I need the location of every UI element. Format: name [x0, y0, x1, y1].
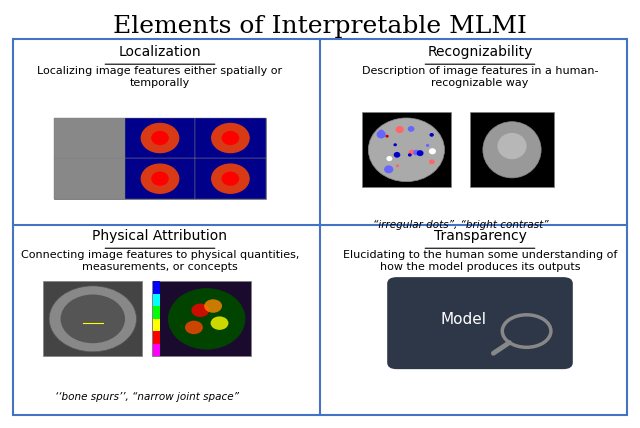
FancyBboxPatch shape	[154, 319, 160, 331]
Ellipse shape	[61, 294, 125, 343]
Ellipse shape	[385, 135, 388, 138]
FancyBboxPatch shape	[154, 282, 160, 294]
Text: Physical Attribution: Physical Attribution	[93, 229, 227, 243]
Text: Elucidating to the human some understanding of
how the model produces its output: Elucidating to the human some understand…	[343, 250, 617, 272]
FancyBboxPatch shape	[54, 118, 125, 158]
Text: Connecting image features to physical quantities,
measurements, or concepts: Connecting image features to physical qu…	[21, 250, 299, 272]
Ellipse shape	[413, 150, 419, 155]
FancyBboxPatch shape	[13, 39, 627, 415]
FancyBboxPatch shape	[154, 344, 160, 356]
Ellipse shape	[426, 144, 429, 147]
Ellipse shape	[141, 163, 179, 194]
Text: Description of image features in a human-
recognizable way: Description of image features in a human…	[362, 66, 598, 88]
FancyBboxPatch shape	[154, 294, 160, 306]
Ellipse shape	[379, 130, 383, 133]
FancyBboxPatch shape	[152, 282, 251, 356]
Text: “irregular dots”, “bright contrast”: “irregular dots”, “bright contrast”	[373, 220, 548, 229]
Ellipse shape	[394, 152, 401, 158]
Ellipse shape	[211, 163, 250, 194]
Ellipse shape	[384, 165, 394, 173]
FancyBboxPatch shape	[125, 158, 195, 199]
Ellipse shape	[394, 143, 397, 146]
Ellipse shape	[221, 172, 239, 186]
Text: Model: Model	[440, 312, 486, 327]
Text: Localizing image features either spatially or
temporally: Localizing image features either spatial…	[37, 66, 283, 88]
Ellipse shape	[151, 131, 169, 145]
Ellipse shape	[168, 288, 245, 350]
FancyBboxPatch shape	[54, 158, 125, 199]
Ellipse shape	[49, 286, 136, 352]
Ellipse shape	[376, 131, 386, 138]
Text: Elements of Interpretable MLMI: Elements of Interpretable MLMI	[113, 15, 527, 38]
Ellipse shape	[191, 303, 209, 317]
FancyBboxPatch shape	[154, 331, 160, 344]
Ellipse shape	[408, 153, 412, 157]
Ellipse shape	[387, 156, 392, 161]
Ellipse shape	[408, 126, 415, 132]
Ellipse shape	[185, 321, 203, 334]
Ellipse shape	[141, 123, 179, 153]
Text: Recognizability: Recognizability	[428, 45, 532, 59]
FancyBboxPatch shape	[387, 277, 573, 369]
Ellipse shape	[483, 122, 541, 178]
Text: Localization: Localization	[118, 45, 202, 59]
FancyBboxPatch shape	[154, 306, 160, 319]
FancyBboxPatch shape	[125, 118, 195, 158]
FancyBboxPatch shape	[362, 112, 451, 187]
Text: ‘‘bone spurs’’, “narrow joint space”: ‘‘bone spurs’’, “narrow joint space”	[55, 392, 239, 401]
FancyBboxPatch shape	[195, 118, 266, 158]
FancyBboxPatch shape	[195, 158, 266, 199]
Ellipse shape	[221, 131, 239, 145]
Ellipse shape	[396, 126, 404, 133]
Ellipse shape	[429, 133, 434, 137]
FancyBboxPatch shape	[470, 112, 554, 187]
Ellipse shape	[396, 164, 399, 167]
Ellipse shape	[151, 172, 169, 186]
Ellipse shape	[204, 299, 222, 313]
Ellipse shape	[408, 149, 415, 155]
Ellipse shape	[497, 133, 527, 159]
Ellipse shape	[369, 118, 444, 181]
Ellipse shape	[211, 123, 250, 153]
Ellipse shape	[429, 159, 435, 164]
Text: Transparency: Transparency	[433, 229, 527, 243]
Ellipse shape	[417, 150, 424, 156]
Ellipse shape	[429, 148, 436, 155]
Ellipse shape	[211, 316, 228, 330]
FancyBboxPatch shape	[54, 118, 266, 199]
FancyBboxPatch shape	[43, 282, 142, 356]
